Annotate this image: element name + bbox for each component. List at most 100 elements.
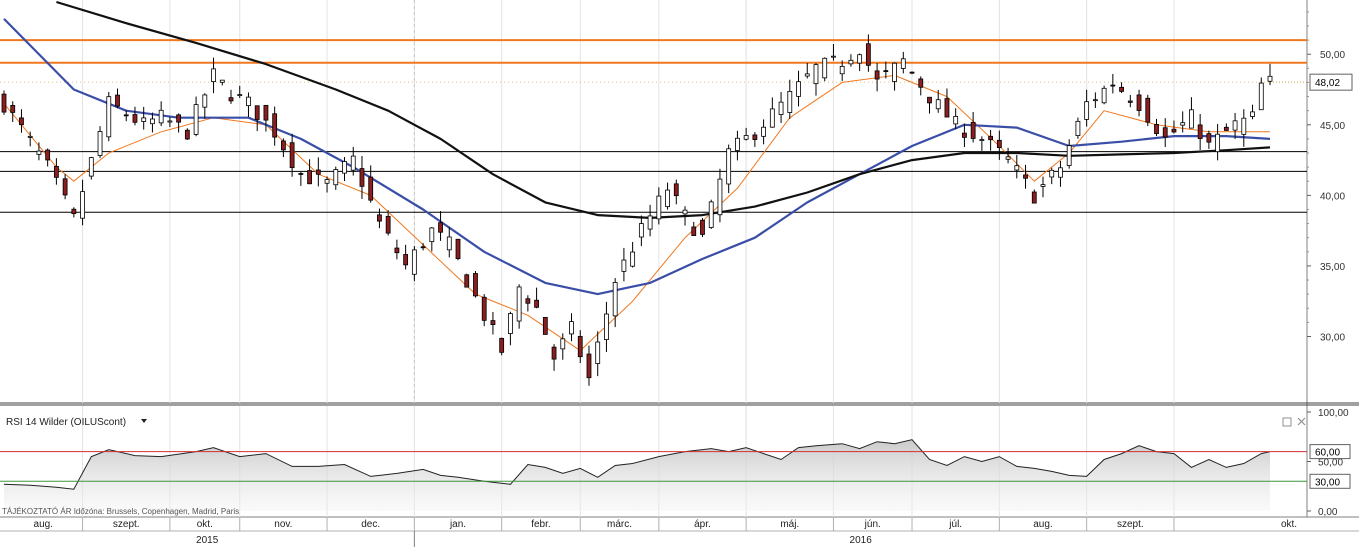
candle-body[interactable] (534, 299, 539, 308)
candle-body[interactable] (237, 94, 243, 96)
candle-body[interactable] (490, 320, 496, 325)
candle-body[interactable] (796, 81, 801, 97)
candle-body[interactable] (394, 247, 400, 254)
candle-body[interactable] (1058, 167, 1063, 178)
candle-body[interactable] (761, 126, 766, 137)
candle-body[interactable] (280, 140, 286, 151)
candle-body[interactable] (36, 150, 42, 155)
candle-body[interactable] (996, 139, 1002, 148)
candle-body[interactable] (429, 227, 435, 243)
candle-body[interactable] (979, 139, 985, 141)
candle-body[interactable] (909, 71, 915, 74)
candle-body[interactable] (211, 68, 216, 83)
candle-body[interactable] (377, 214, 382, 222)
candle-body[interactable] (1084, 101, 1090, 120)
candle-body[interactable] (691, 226, 697, 236)
candle-body[interactable] (516, 286, 522, 322)
candle-body[interactable] (927, 96, 932, 104)
candle-body[interactable] (560, 338, 566, 350)
candle-body[interactable] (342, 161, 347, 174)
candle-body[interactable] (1197, 124, 1203, 139)
candle-body[interactable] (551, 346, 557, 360)
candle-body[interactable] (1031, 191, 1037, 204)
candle-body[interactable] (673, 183, 679, 197)
candle-body[interactable] (464, 274, 470, 288)
candle-body[interactable] (857, 54, 863, 64)
candle-body[interactable] (115, 94, 120, 107)
candle-body[interactable] (289, 142, 295, 169)
candle-body[interactable] (446, 236, 452, 251)
candle-body[interactable] (1049, 169, 1055, 178)
candle-body[interactable] (708, 201, 714, 228)
candle-body[interactable] (455, 238, 461, 259)
candle-body[interactable] (962, 132, 967, 138)
candle-body[interactable] (1092, 99, 1098, 102)
candle-body[interactable] (315, 169, 321, 175)
candle-body[interactable] (1023, 174, 1028, 179)
candle-body[interactable] (586, 353, 592, 379)
candle-body[interactable] (403, 254, 409, 266)
candle-body[interactable] (569, 321, 574, 335)
candle-body[interactable] (656, 195, 662, 220)
candle-body[interactable] (525, 298, 531, 304)
candle-body[interactable] (80, 191, 85, 219)
candle-body[interactable] (953, 116, 959, 125)
candle-body[interactable] (778, 101, 784, 115)
candle-body[interactable] (141, 117, 147, 122)
candle-body[interactable] (88, 157, 94, 177)
candle-body[interactable] (438, 222, 443, 233)
rsi-line[interactable] (3, 439, 1271, 490)
candle-body[interactable] (577, 336, 583, 358)
candle-body[interactable] (665, 189, 670, 208)
candle-body[interactable] (272, 113, 278, 138)
candle-body[interactable] (1223, 126, 1229, 131)
candle-body[interactable] (45, 149, 51, 161)
candle-body[interactable] (1119, 86, 1124, 92)
candle-body[interactable] (743, 135, 749, 140)
candle-body[interactable] (246, 96, 251, 107)
candle-body[interactable] (935, 99, 941, 110)
candle-body[interactable] (1189, 109, 1194, 129)
candle-body[interactable] (1110, 84, 1116, 87)
candle-body[interactable] (263, 104, 269, 121)
candle-body[interactable] (1250, 111, 1255, 117)
candle-body[interactable] (1, 93, 7, 113)
candle-body[interactable] (123, 114, 129, 117)
candle-body[interactable] (307, 170, 312, 185)
close-icon[interactable] (1297, 417, 1306, 426)
candle-body[interactable] (499, 337, 505, 353)
candle-body[interactable] (848, 59, 854, 65)
candle-body[interactable] (411, 249, 417, 275)
triangle-down-icon[interactable] (141, 419, 147, 423)
candle-body[interactable] (630, 251, 636, 267)
candle-body[interactable] (647, 215, 653, 230)
candle-body[interactable] (176, 114, 182, 123)
candle-body[interactable] (228, 97, 234, 102)
candle-body[interactable] (473, 273, 478, 297)
candle-body[interactable] (71, 208, 77, 215)
candle-body[interactable] (1066, 145, 1072, 166)
candle-body[interactable] (804, 73, 810, 77)
candle-body[interactable] (892, 62, 897, 82)
candle-body[interactable] (1136, 94, 1142, 111)
candle-body[interactable] (193, 104, 199, 135)
candle-body[interactable] (219, 79, 225, 83)
candle-body[interactable] (1075, 120, 1081, 136)
candle-body[interactable] (1101, 87, 1107, 104)
candle-body[interactable] (621, 259, 627, 272)
candle-body[interactable] (700, 219, 705, 235)
candle-body[interactable] (106, 96, 112, 138)
candle-body[interactable] (27, 135, 33, 138)
candle-body[interactable] (1241, 117, 1247, 135)
rsi-panel[interactable]: RSI 14 Wilder (OILUScont) 60,00 30,00 0,00 5… (0, 408, 1351, 518)
candle-body[interactable] (1206, 133, 1212, 143)
candle-body[interactable] (542, 316, 548, 335)
candle-body[interactable] (726, 148, 732, 185)
window-restore-icon[interactable] (1282, 417, 1292, 427)
candle-body[interactable] (19, 117, 24, 126)
candlesticks[interactable] (1, 34, 1273, 386)
candle-body[interactable] (202, 94, 208, 108)
candle-body[interactable] (970, 121, 976, 139)
candle-body[interactable] (752, 134, 758, 140)
